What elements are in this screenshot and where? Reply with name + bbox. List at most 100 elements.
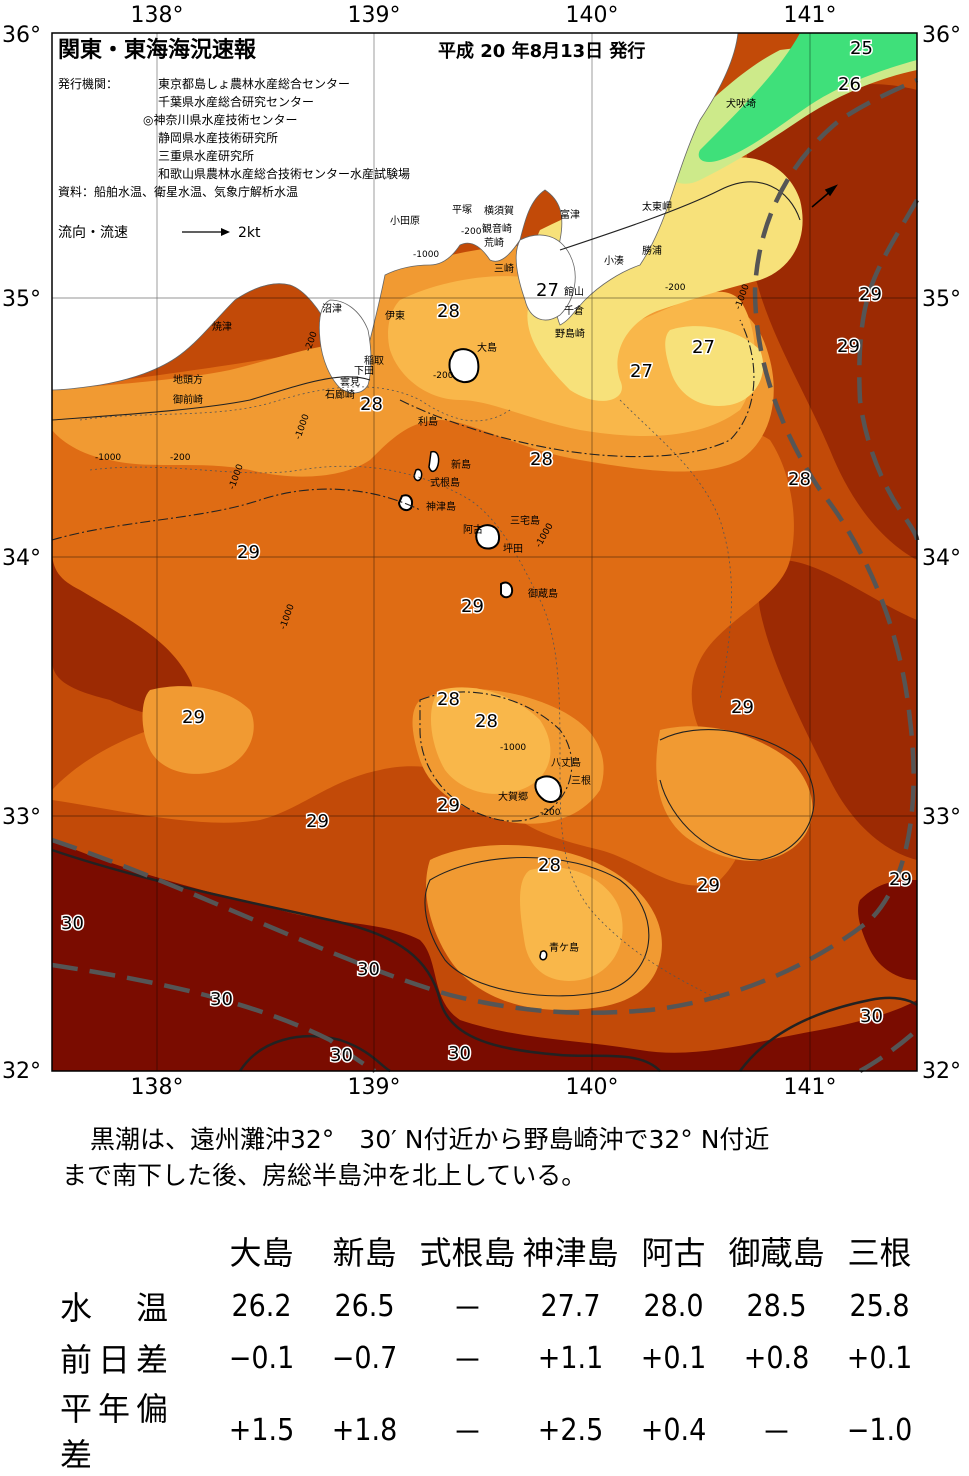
isotherm-lines — [51, 181, 918, 1073]
comment-line-1: 黒潮は、遠州灘沖32° 30′ N付近から野島崎沖で32° N付近 — [90, 1125, 770, 1154]
place-label: 利島 — [418, 415, 438, 428]
isotherm-label: 29 — [182, 707, 205, 728]
isotherm-label: 28 — [437, 301, 460, 322]
lat-label-right: 33° — [922, 805, 961, 830]
issuer-5: 三重県水産研究所 — [158, 148, 254, 163]
isotherm-label: 28 — [788, 469, 811, 490]
isotherm-south-28 — [419, 691, 573, 822]
isotherm-30-line-3 — [738, 996, 918, 1072]
place-label: 八丈島 — [551, 756, 581, 769]
row-label-anomaly: 平年偏差 — [60, 1390, 175, 1474]
current-legend-arrowhead — [221, 228, 230, 236]
kuroshio-axis-south — [51, 962, 377, 1073]
isotherm-27-line — [559, 181, 801, 251]
issuer-6: 和歌山県農林水産総合技術センター水産試験場 — [158, 166, 410, 181]
place-label: 太東岬 — [642, 200, 672, 213]
map-frame — [51, 32, 918, 1072]
issuer-2: 千葉県水産総合研究センター — [158, 94, 314, 109]
island-niijima — [413, 468, 423, 482]
depth-label: -200 — [461, 227, 482, 237]
table-cell: −1.0 — [846, 1412, 913, 1448]
depth-200-contour — [79, 386, 511, 422]
depth-label: -1000 — [413, 250, 439, 260]
place-label: 千倉 — [564, 304, 584, 317]
col-header-kozushima: 神津島 — [522, 1234, 619, 1272]
table-row: 水 温 26.2 26.5 － 27.7 28.0 28.5 25.8 — [60, 1280, 931, 1332]
place-label: 式根島 — [430, 476, 460, 489]
isotherm-30-line-1 — [51, 848, 661, 1072]
island-mikurajima — [500, 581, 514, 599]
table-cell: −0.7 — [331, 1340, 398, 1376]
isotherm-label: 26 — [838, 74, 861, 95]
place-label: 横須賀 — [484, 204, 514, 217]
map-title: 関東・東海海況速報 — [58, 37, 257, 63]
place-label: 三根 — [571, 774, 591, 787]
sea-temperature-map: 138° 139° 140° 141° 138° 139° 140° 141° … — [2, 3, 961, 1100]
lon-label-top: 140° — [566, 3, 619, 28]
lat-label-left: 36° — [2, 23, 41, 48]
place-label: 下田 — [354, 366, 374, 377]
place-label: 伊東 — [385, 309, 405, 322]
place-label: 三宅島 — [510, 514, 540, 527]
col-header-shikinejima: 式根島 — [419, 1234, 516, 1272]
table-cell: － — [452, 1292, 483, 1327]
isotherm-28-line — [399, 319, 755, 458]
lat-label-right: 35° — [922, 287, 961, 312]
sst-zone-27-nojima — [665, 326, 764, 406]
isotherm-label: 27 — [630, 361, 653, 382]
depth-label: -200 — [170, 453, 191, 463]
isotherm-aoga-28 — [424, 857, 650, 997]
place-label: 青ケ島 — [549, 941, 579, 954]
current-legend-label: 流向・流速 — [58, 225, 128, 241]
col-header-mitsune: 三根 — [847, 1234, 912, 1272]
place-label: 大賀郷 — [498, 790, 528, 803]
place-label: 犬吠埼 — [726, 97, 756, 110]
place-label: 神津島 — [426, 500, 456, 513]
row-label-water-temp: 水 温 — [60, 1289, 175, 1327]
isotherm-labels: 25 26 27 27 27 28 28 28 28 28 28 28 29 2… — [60, 37, 914, 1068]
lon-label-bottom: 139° — [348, 1075, 401, 1100]
place-label: 石廊崎 — [325, 388, 355, 401]
isotherm-30-line-2 — [238, 1035, 391, 1073]
island-aogashima — [539, 950, 548, 961]
isotherm-label: 30 — [210, 989, 233, 1010]
depth-label: -200 — [540, 808, 561, 818]
isotherm-label: 29 — [859, 284, 882, 305]
lon-label-bottom: 141° — [784, 1075, 837, 1100]
table-cell: 25.8 — [849, 1288, 910, 1324]
table-cell: +2.5 — [537, 1412, 604, 1448]
isotherm-label: 25 — [850, 38, 873, 59]
table-cell: +1.1 — [537, 1340, 604, 1376]
island-temperature-table: 大島 新島 式根島 神津島 阿古 御蔵島 三根 水 温 26.2 26.5 － … — [60, 1222, 931, 1476]
isotherm-label: 30 — [448, 1043, 471, 1064]
col-header-niijima: 新島 — [332, 1234, 397, 1272]
isotherm-label: 29 — [237, 542, 260, 563]
place-label: 焼津 — [212, 321, 232, 333]
isotherm-label: 29 — [889, 869, 912, 890]
place-label: 三崎 — [494, 262, 514, 275]
table-cell: +0.8 — [743, 1340, 810, 1376]
sst-zone-27-5-south — [430, 687, 551, 794]
data-sources: 資料：船舶水温、衛星水温、気象庁解析水温 — [58, 184, 298, 199]
lon-label-top: 141° — [784, 3, 837, 28]
island-miyakejima — [475, 524, 501, 550]
table-cell: +1.5 — [228, 1412, 295, 1448]
sst-field — [52, 33, 917, 1071]
place-label: 雲見 — [340, 376, 360, 388]
depth-contours — [79, 386, 732, 1001]
table-cell: － — [761, 1416, 792, 1451]
place-label: 荒崎 — [484, 236, 504, 249]
isotherm-label: 27 — [536, 280, 559, 301]
depth-label: -1000 — [500, 743, 526, 753]
sst-zone-30-sw — [52, 840, 917, 1071]
kuroshio-axis-southeast — [858, 1028, 919, 1073]
depth-label: -200 — [433, 371, 454, 381]
depth-label: -1000 — [95, 453, 121, 463]
col-header-oshima: 大島 — [229, 1234, 294, 1272]
place-label: 勝浦 — [642, 244, 662, 257]
depth-1000-contour-east — [619, 399, 732, 701]
land — [51, 32, 739, 961]
table-row: 平年偏差 +1.5 +1.8 － +2.5 +0.4 － −1.0 — [60, 1384, 931, 1476]
isotherm-label: 30 — [357, 959, 380, 980]
lat-label-left: 35° — [2, 287, 41, 312]
